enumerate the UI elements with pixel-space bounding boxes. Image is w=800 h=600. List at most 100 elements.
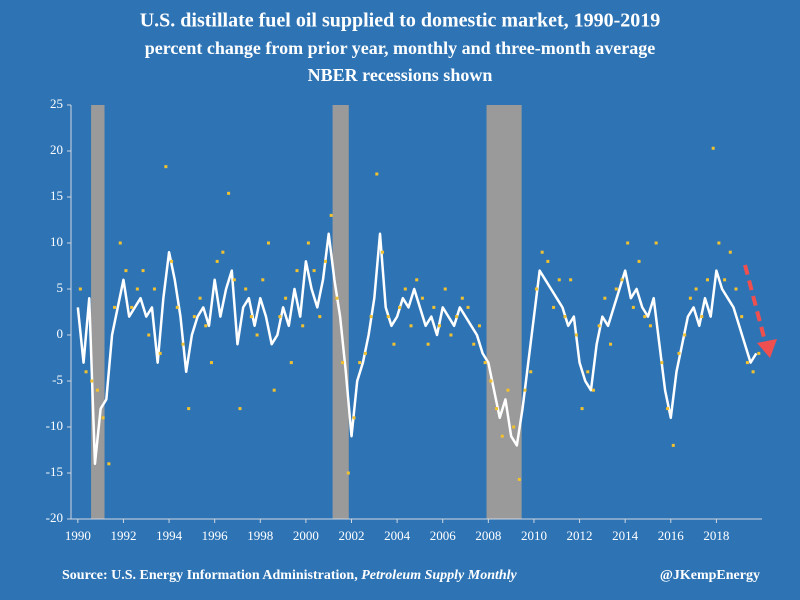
monthly-point bbox=[358, 361, 362, 365]
monthly-point bbox=[398, 305, 402, 309]
monthly-point bbox=[472, 342, 476, 346]
monthly-point bbox=[255, 333, 259, 337]
monthly-point bbox=[369, 315, 373, 319]
monthly-point bbox=[78, 287, 82, 291]
monthly-point bbox=[215, 259, 219, 263]
monthly-point bbox=[517, 477, 521, 481]
monthly-point bbox=[723, 278, 727, 282]
monthly-point bbox=[284, 296, 288, 300]
x-tick-label: 1992 bbox=[110, 528, 136, 543]
monthly-point bbox=[477, 324, 481, 328]
monthly-point bbox=[341, 361, 345, 365]
x-tick-label: 2016 bbox=[658, 528, 685, 543]
monthly-point bbox=[375, 172, 379, 176]
monthly-point bbox=[318, 315, 322, 319]
x-tick-label: 2008 bbox=[475, 528, 501, 543]
monthly-point bbox=[660, 361, 664, 365]
monthly-point bbox=[204, 324, 208, 328]
monthly-point bbox=[574, 333, 578, 337]
y-tick-label: -5 bbox=[52, 372, 63, 387]
chart-subtitle: NBER recessions shown bbox=[308, 65, 493, 85]
monthly-point bbox=[540, 250, 544, 254]
monthly-point bbox=[238, 407, 242, 411]
monthly-point bbox=[552, 305, 556, 309]
monthly-point bbox=[717, 241, 721, 245]
monthly-point bbox=[757, 351, 761, 355]
monthly-point bbox=[352, 416, 356, 420]
monthly-point bbox=[312, 269, 316, 273]
average-line bbox=[76, 232, 758, 466]
monthly-point bbox=[175, 305, 179, 309]
monthly-point bbox=[569, 278, 573, 282]
monthly-point bbox=[620, 278, 624, 282]
monthly-point bbox=[740, 315, 744, 319]
monthly-point bbox=[266, 241, 270, 245]
plot-area: -20 -15 -10 -5 0 5 10 15 20 25 1990 1992 1994 1996 199… bbox=[46, 96, 762, 543]
annotation-arrow bbox=[743, 264, 777, 358]
recession-band bbox=[332, 105, 349, 519]
monthly-point bbox=[700, 315, 704, 319]
chart-subtitle: percent change from prior year, monthly … bbox=[145, 38, 655, 58]
monthly-point bbox=[135, 287, 139, 291]
x-tick-label: 1996 bbox=[202, 528, 229, 543]
monthly-point bbox=[631, 305, 635, 309]
x-tick-label: 1990 bbox=[65, 528, 91, 543]
x-tick-label: 2004 bbox=[384, 528, 411, 543]
monthly-point bbox=[534, 287, 538, 291]
monthly-point bbox=[432, 305, 436, 309]
monthly-point bbox=[227, 191, 231, 195]
monthly-point bbox=[261, 278, 265, 282]
monthly-point bbox=[443, 287, 447, 291]
x-tick-label: 2012 bbox=[567, 528, 593, 543]
monthly-point bbox=[403, 287, 407, 291]
monthly-point bbox=[90, 379, 94, 383]
x-tick-label: 2014 bbox=[612, 528, 639, 543]
monthly-point bbox=[381, 250, 385, 254]
monthly-point bbox=[158, 351, 162, 355]
monthly-point bbox=[192, 315, 196, 319]
monthly-point bbox=[654, 241, 658, 245]
y-tick-label: 25 bbox=[50, 96, 63, 111]
monthly-point bbox=[609, 342, 613, 346]
monthly-point bbox=[512, 425, 516, 429]
monthly-point bbox=[420, 296, 424, 300]
monthly-point bbox=[363, 351, 367, 355]
monthly-point bbox=[409, 324, 413, 328]
credit: @JKempEnergy bbox=[660, 568, 760, 583]
monthly-point bbox=[671, 443, 675, 447]
monthly-point bbox=[745, 361, 749, 365]
monthly-point bbox=[546, 259, 550, 263]
monthly-point bbox=[130, 305, 134, 309]
monthly-point bbox=[187, 407, 191, 411]
monthly-point bbox=[118, 241, 122, 245]
monthly-point bbox=[506, 388, 510, 392]
arrow-head bbox=[757, 339, 777, 358]
monthly-point bbox=[705, 278, 709, 282]
monthly-point bbox=[329, 213, 333, 217]
monthly-point bbox=[597, 324, 601, 328]
x-tick-label: 2010 bbox=[521, 528, 547, 543]
x-tick-label: 2000 bbox=[293, 528, 319, 543]
monthly-point bbox=[386, 315, 390, 319]
monthly-point bbox=[603, 296, 607, 300]
y-tick-label: 5 bbox=[57, 280, 64, 295]
monthly-point bbox=[147, 333, 151, 337]
monthly-point bbox=[460, 296, 464, 300]
monthly-point bbox=[643, 315, 647, 319]
monthly-point bbox=[346, 471, 350, 475]
monthly-point bbox=[751, 370, 755, 374]
y-tick-label: -10 bbox=[46, 418, 63, 433]
monthly-point bbox=[198, 296, 202, 300]
recession-band bbox=[486, 105, 522, 519]
monthly-point bbox=[438, 324, 442, 328]
monthly-point bbox=[306, 241, 310, 245]
x-tick-label: 1994 bbox=[156, 528, 183, 543]
x-tick-label: 1998 bbox=[247, 528, 273, 543]
monthly-point bbox=[683, 333, 687, 337]
monthly-point bbox=[648, 324, 652, 328]
monthly-point bbox=[586, 370, 590, 374]
y-tick-label: 20 bbox=[50, 142, 63, 157]
